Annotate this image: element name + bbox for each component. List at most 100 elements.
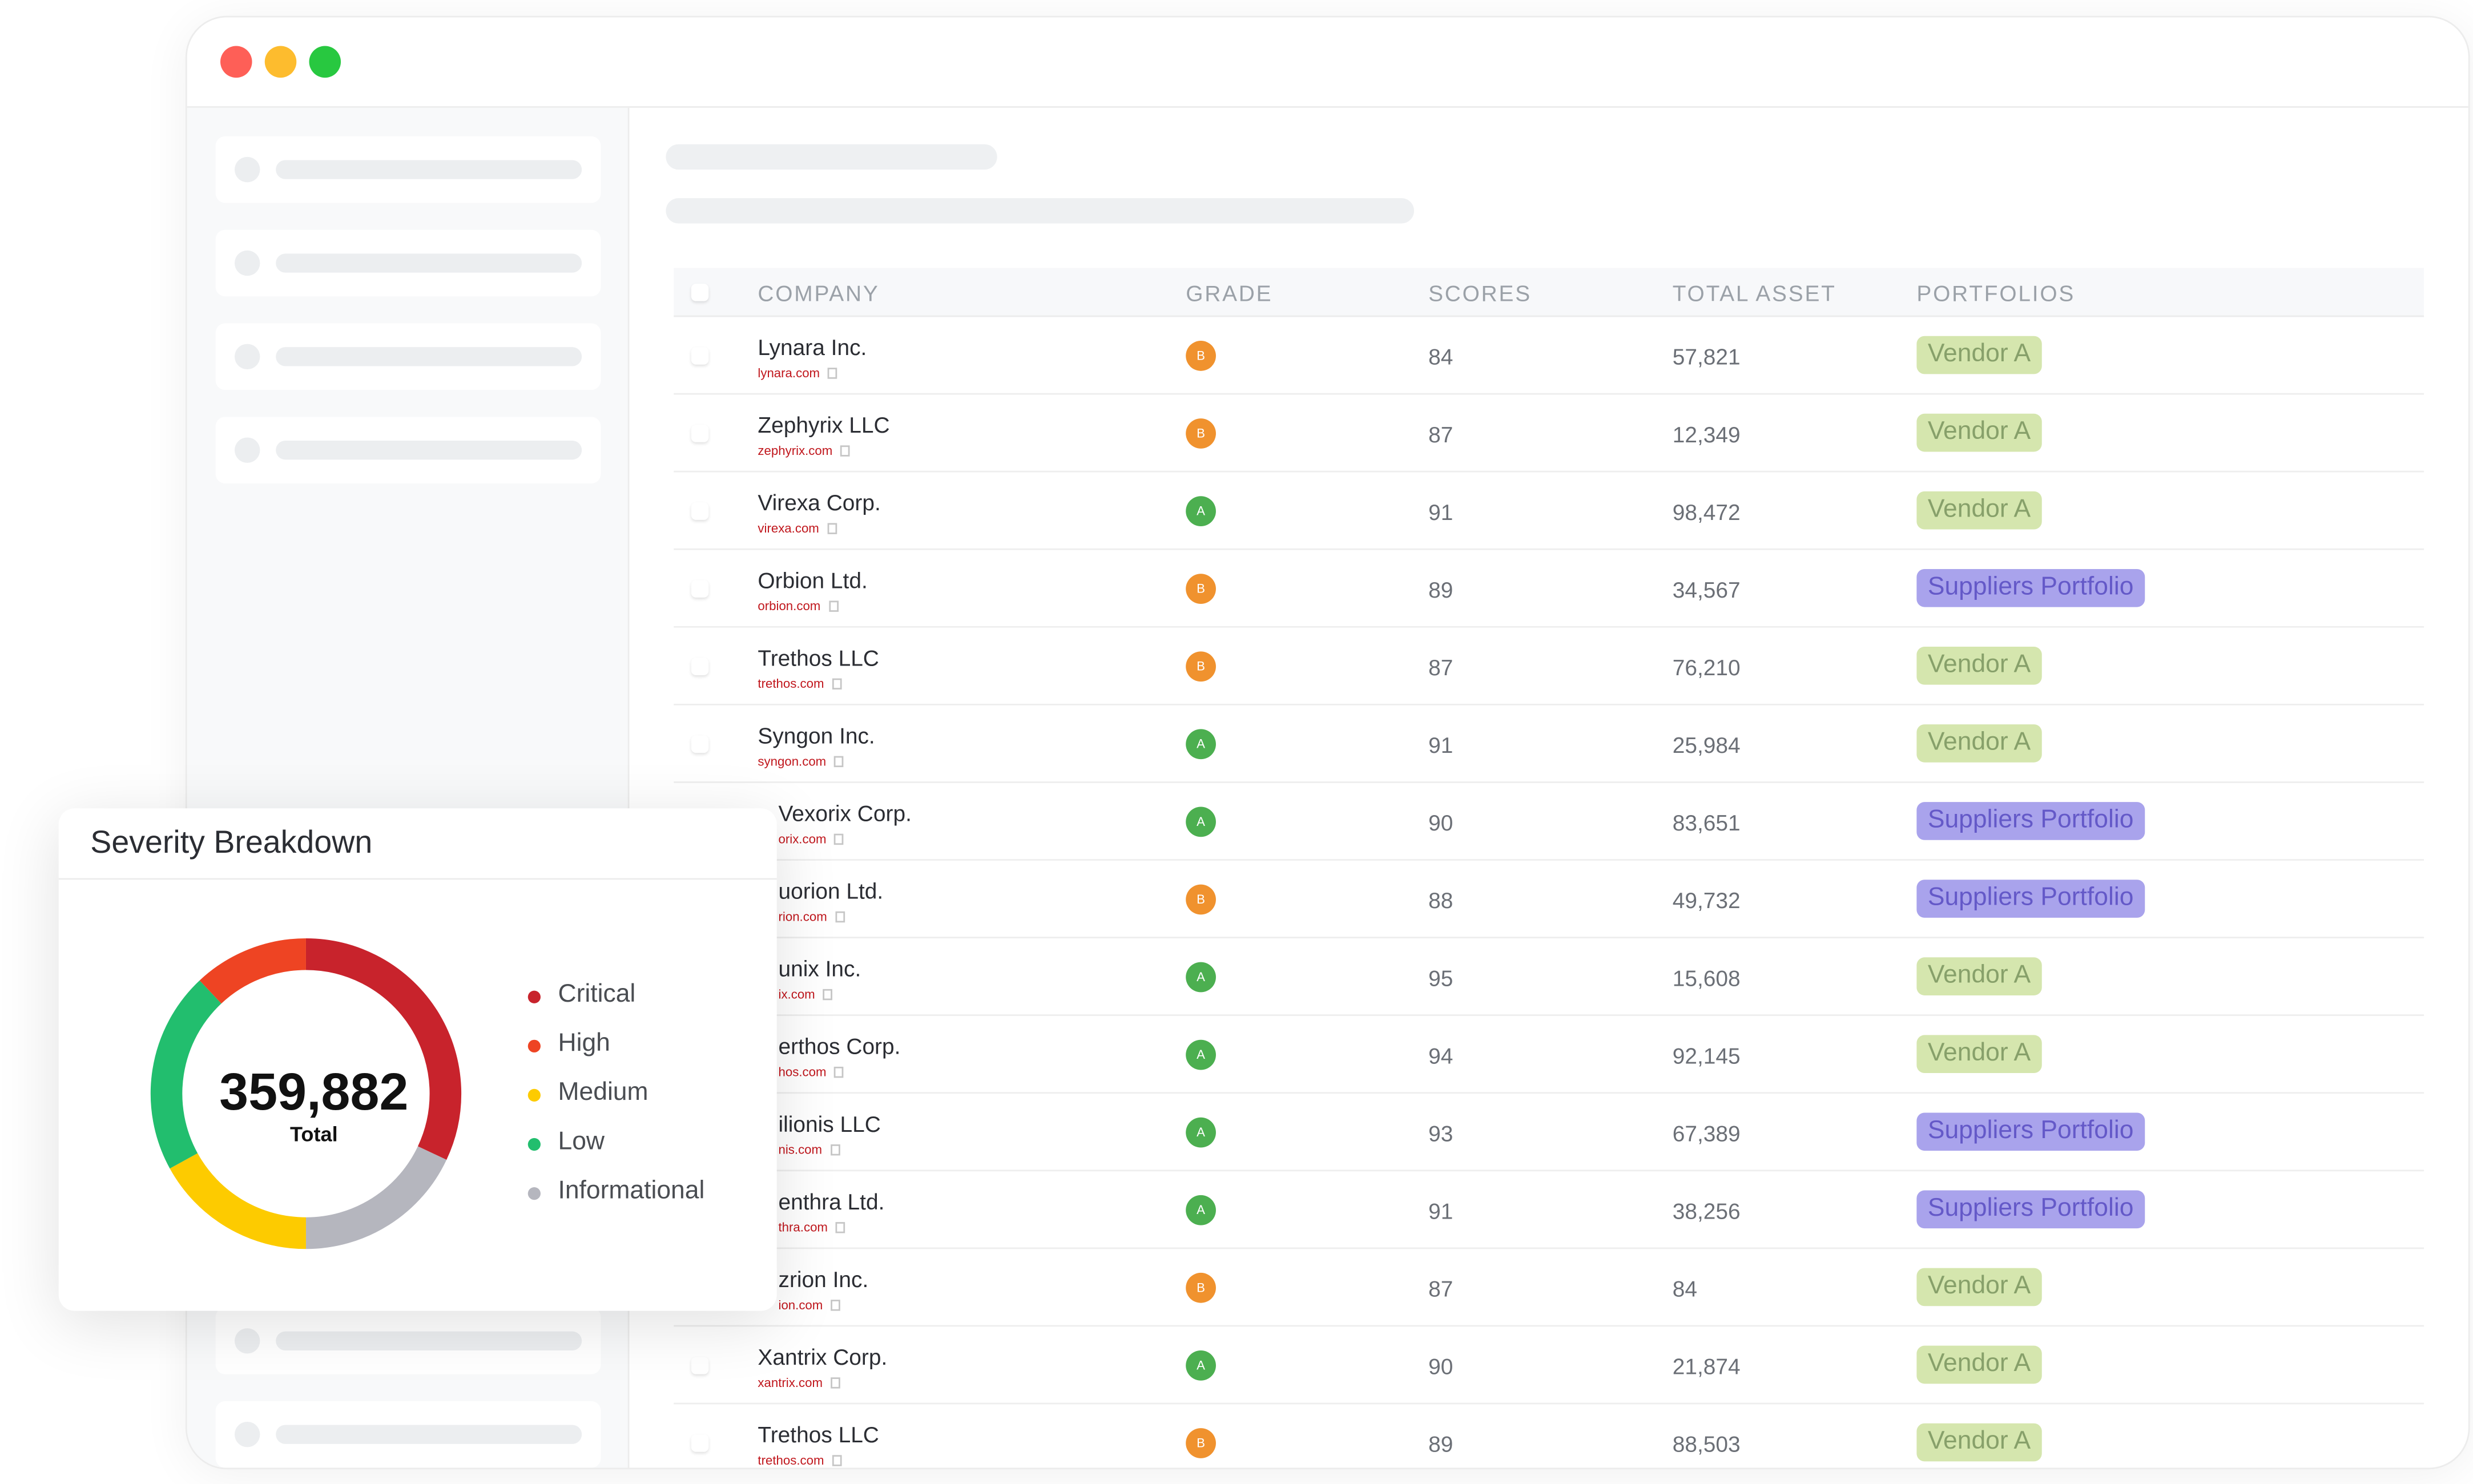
company-domain-link[interactable]: hos.com: [779, 1065, 844, 1079]
external-link-icon[interactable]: [840, 446, 850, 457]
company-name[interactable]: ilionis LLC: [778, 1111, 881, 1137]
row-checkbox[interactable]: [691, 1357, 709, 1374]
select-all-checkbox[interactable]: [691, 284, 709, 301]
external-link-icon[interactable]: [827, 523, 837, 535]
row-checkbox[interactable]: [691, 735, 709, 753]
table-row[interactable]: Syngon Inc. syngon.com A 91 25,984 Vendo…: [674, 705, 2424, 783]
company-domain-link[interactable]: nis.com: [779, 1143, 840, 1157]
table-row[interactable]: Xantrix Corp. xantrix.com A 90 21,874 Ve…: [674, 1326, 2424, 1405]
external-link-icon[interactable]: [835, 1223, 845, 1234]
row-checkbox[interactable]: [691, 658, 709, 676]
table-row[interactable]: uorion Ltd. rion.com B 88 49,732 Supplie…: [674, 861, 2424, 938]
table-row[interactable]: Virexa Corp. virexa.com A 91 98,472 Vend…: [674, 473, 2424, 550]
col-total-asset[interactable]: TOTAL ASSET: [1672, 280, 1836, 306]
row-checkbox[interactable]: [691, 580, 709, 598]
row-checkbox[interactable]: [691, 1434, 709, 1452]
col-company[interactable]: COMPANY: [758, 280, 880, 306]
external-link-icon[interactable]: [832, 1455, 842, 1467]
col-portfolios[interactable]: PORTFOLIOS: [1916, 280, 2076, 306]
table-row[interactable]: Trethos LLC trethos.com B 87 76,210 Vend…: [674, 628, 2424, 705]
external-link-icon[interactable]: [832, 679, 842, 691]
domain-text[interactable]: thra.com: [778, 1220, 828, 1235]
company-domain-link[interactable]: trethos.com: [758, 676, 842, 691]
table-row[interactable]: zrion Inc. ion.com B 87 84 Vendor A: [674, 1249, 2424, 1327]
external-link-icon[interactable]: [834, 756, 844, 768]
company-name[interactable]: zrion Inc.: [778, 1266, 869, 1292]
domain-text[interactable]: rion.com: [778, 909, 827, 924]
table-row[interactable]: enthra Ltd. thra.com A 91 38,256 Supplie…: [674, 1171, 2424, 1249]
portfolio-tag[interactable]: Vendor A: [1916, 336, 2042, 374]
external-link-icon[interactable]: [828, 601, 838, 613]
row-checkbox[interactable]: [691, 502, 709, 520]
sidebar-item-placeholder[interactable]: [215, 417, 601, 483]
domain-text[interactable]: nis.com: [778, 1143, 823, 1158]
company-domain-link[interactable]: thra.com: [779, 1220, 845, 1235]
company-domain-link[interactable]: syngon.com: [758, 754, 844, 769]
portfolio-tag[interactable]: Vendor A: [1916, 1345, 2042, 1384]
domain-text[interactable]: xantrix.com: [758, 1376, 823, 1390]
company-domain-link[interactable]: trethos.com: [758, 1453, 842, 1468]
company-name[interactable]: Syngon Inc.: [758, 723, 875, 748]
external-link-icon[interactable]: [823, 989, 833, 1001]
company-domain-link[interactable]: orbion.com: [758, 599, 838, 614]
portfolio-tag[interactable]: Suppliers Portfolio: [1916, 1112, 2145, 1151]
external-link-icon[interactable]: [829, 1145, 840, 1156]
maximize-window-button[interactable]: [309, 46, 341, 78]
company-domain-link[interactable]: zephyrix.com: [758, 443, 850, 458]
external-link-icon[interactable]: [834, 1067, 844, 1079]
company-name[interactable]: Trethos LLC: [758, 1421, 879, 1447]
table-row[interactable]: ilionis LLC nis.com A 93 67,389 Supplier…: [674, 1094, 2424, 1172]
company-name[interactable]: Lynara Inc.: [758, 334, 867, 360]
domain-text[interactable]: zephyrix.com: [758, 443, 833, 458]
table-row[interactable]: Trethos LLC trethos.com B 89 88,503 Vend…: [674, 1404, 2424, 1468]
company-name[interactable]: Xantrix Corp.: [758, 1344, 888, 1370]
domain-text[interactable]: ion.com: [778, 1298, 823, 1313]
portfolio-tag[interactable]: Vendor A: [1916, 724, 2042, 763]
company-name[interactable]: Trethos LLC: [758, 645, 879, 671]
company-name[interactable]: Zephyrix LLC: [758, 412, 890, 438]
company-domain-link[interactable]: ion.com: [779, 1298, 840, 1312]
table-row[interactable]: Lynara Inc. lynara.com B 84 57,821 Vendo…: [674, 317, 2424, 395]
portfolio-tag[interactable]: Vendor A: [1916, 413, 2042, 452]
portfolio-tag[interactable]: Suppliers Portfolio: [1916, 880, 2145, 918]
table-row[interactable]: Zephyrix LLC zephyrix.com B 87 12,349 Ve…: [674, 394, 2424, 473]
sidebar-item-placeholder[interactable]: [215, 136, 601, 203]
company-name[interactable]: Virexa Corp.: [758, 490, 881, 515]
domain-text[interactable]: trethos.com: [758, 1453, 824, 1468]
portfolio-tag[interactable]: Vendor A: [1916, 1035, 2042, 1074]
row-checkbox[interactable]: [691, 425, 709, 442]
company-name[interactable]: unix Inc.: [778, 955, 861, 981]
external-link-icon[interactable]: [830, 1378, 840, 1389]
portfolio-tag[interactable]: Vendor A: [1916, 1423, 2042, 1462]
domain-text[interactable]: hos.com: [778, 1065, 827, 1080]
company-name[interactable]: enthra Ltd.: [778, 1188, 885, 1215]
portfolio-tag[interactable]: Suppliers Portfolio: [1916, 568, 2145, 607]
portfolio-tag[interactable]: Vendor A: [1916, 1268, 2042, 1306]
portfolio-tag[interactable]: Suppliers Portfolio: [1916, 802, 2145, 840]
table-row[interactable]: Vexorix Corp. orix.com A 90 83,651 Suppl…: [674, 783, 2424, 861]
domain-text[interactable]: trethos.com: [758, 676, 824, 691]
domain-text[interactable]: virexa.com: [758, 521, 819, 536]
portfolio-tag[interactable]: Vendor A: [1916, 647, 2042, 685]
domain-text[interactable]: syngon.com: [758, 754, 827, 769]
company-name[interactable]: Vexorix Corp.: [778, 800, 912, 826]
company-name[interactable]: erthos Corp.: [778, 1033, 901, 1059]
close-window-button[interactable]: [220, 46, 252, 78]
company-domain-link[interactable]: orix.com: [779, 832, 844, 846]
col-scores[interactable]: SCORES: [1428, 280, 1532, 306]
domain-text[interactable]: ix.com: [778, 987, 815, 1002]
domain-text[interactable]: orbion.com: [758, 599, 821, 614]
external-link-icon[interactable]: [827, 368, 837, 380]
portfolio-tag[interactable]: Vendor A: [1916, 491, 2042, 530]
external-link-icon[interactable]: [834, 834, 844, 846]
sidebar-item-placeholder[interactable]: [215, 229, 601, 297]
company-name[interactable]: uorion Ltd.: [778, 878, 884, 904]
table-row[interactable]: unix Inc. ix.com A 95 15,608 Vendor A: [674, 938, 2424, 1017]
portfolio-tag[interactable]: Vendor A: [1916, 957, 2042, 995]
company-domain-link[interactable]: virexa.com: [758, 521, 837, 536]
company-domain-link[interactable]: rion.com: [779, 910, 845, 924]
external-link-icon[interactable]: [835, 912, 845, 924]
company-domain-link[interactable]: lynara.com: [758, 366, 837, 380]
domain-text[interactable]: lynara.com: [758, 366, 820, 381]
sidebar-item-placeholder[interactable]: [215, 1308, 601, 1374]
